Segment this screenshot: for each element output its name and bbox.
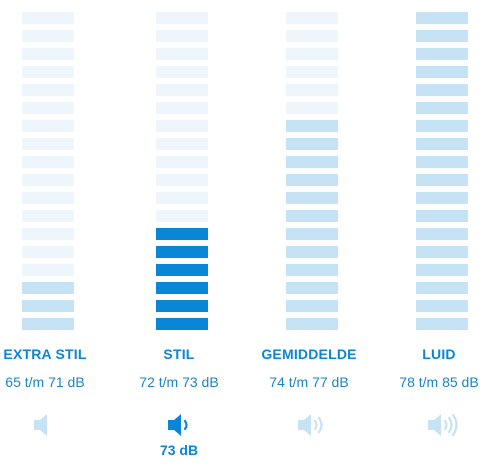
meter-bar	[156, 84, 208, 96]
meter-bar	[156, 138, 208, 150]
level-label: EXTRA STIL	[3, 346, 87, 362]
meter-bar	[286, 12, 338, 24]
meter-bar	[416, 12, 468, 24]
meter-bar	[416, 48, 468, 60]
meter-bar	[156, 12, 208, 24]
meter-bar	[156, 66, 208, 78]
meter-bar	[416, 300, 468, 312]
level-range: 74 t/m 77 dB	[269, 374, 349, 390]
meter-bar	[286, 102, 338, 114]
meter-bar	[286, 156, 338, 168]
meter-bar	[416, 192, 468, 204]
meter-bar	[156, 210, 208, 222]
level-meter	[156, 12, 208, 336]
meter-bar	[416, 318, 468, 330]
speaker-mute-icon	[30, 412, 66, 438]
meter-bar	[156, 246, 208, 258]
meter-bar	[156, 192, 208, 204]
meter-bar	[156, 228, 208, 240]
meter-bar	[22, 66, 74, 78]
meter-bar	[156, 102, 208, 114]
level-column-gemiddelde: GEMIDDELDE 74 t/m 77 dB	[244, 0, 374, 466]
meter-bar	[286, 264, 338, 276]
meter-bar	[22, 138, 74, 150]
level-column-stil: STIL 72 t/m 73 dB 73 dB	[114, 0, 244, 466]
meter-bar	[22, 300, 74, 312]
meter-bar	[22, 246, 74, 258]
meter-bar	[156, 318, 208, 330]
meter-bar	[22, 48, 74, 60]
meter-bar	[156, 156, 208, 168]
meter-bar	[286, 138, 338, 150]
meter-bar	[22, 102, 74, 114]
meter-bar	[22, 228, 74, 240]
meter-bar	[416, 246, 468, 258]
meter-bar	[286, 228, 338, 240]
meter-bar	[22, 264, 74, 276]
meter-bar	[22, 12, 74, 24]
meter-bar	[286, 66, 338, 78]
meter-bar	[416, 264, 468, 276]
level-meter	[22, 12, 74, 336]
meter-bar	[286, 210, 338, 222]
meter-bar	[156, 120, 208, 132]
meter-bar	[156, 30, 208, 42]
meter-bar	[416, 174, 468, 186]
meter-bar	[22, 174, 74, 186]
meter-bar	[416, 102, 468, 114]
meter-bar	[156, 282, 208, 294]
level-label: GEMIDDELDE	[261, 346, 357, 362]
meter-bar	[286, 282, 338, 294]
meter-bar	[156, 174, 208, 186]
meter-bar	[22, 318, 74, 330]
level-range: 78 t/m 85 dB	[399, 374, 479, 390]
meter-bar	[22, 156, 74, 168]
meter-bar	[416, 228, 468, 240]
meter-bar	[416, 66, 468, 78]
meter-bar	[22, 84, 74, 96]
meter-bar	[416, 210, 468, 222]
level-range: 65 t/m 71 dB	[5, 374, 85, 390]
meter-bar	[156, 300, 208, 312]
meter-bar	[416, 84, 468, 96]
level-column-luid: LUID 78 t/m 85 dB	[374, 0, 500, 466]
current-level-value: 73 dB	[159, 442, 199, 458]
meter-bar	[22, 120, 74, 132]
level-range: 72 t/m 73 dB	[139, 374, 219, 390]
level-label: LUID	[422, 346, 456, 362]
level-meter	[286, 12, 338, 336]
level-meter	[416, 12, 468, 336]
meter-bar	[156, 48, 208, 60]
meter-bar	[22, 192, 74, 204]
meter-bar	[22, 30, 74, 42]
meter-bar	[416, 30, 468, 42]
meter-bar	[22, 210, 74, 222]
meter-bar	[156, 264, 208, 276]
meter-bar	[286, 300, 338, 312]
meter-bar	[286, 246, 338, 258]
meter-bar	[416, 120, 468, 132]
meter-bar	[286, 120, 338, 132]
meter-bar	[286, 30, 338, 42]
speaker-high-icon	[424, 412, 460, 438]
speaker-medium-icon	[294, 412, 330, 438]
meter-bar	[286, 84, 338, 96]
meter-bar	[286, 48, 338, 60]
speaker-low-icon	[164, 412, 200, 438]
level-column-extra-stil: EXTRA STIL 65 t/m 71 dB	[0, 0, 110, 466]
meter-bar	[416, 156, 468, 168]
meter-bar	[286, 174, 338, 186]
meter-bar	[416, 138, 468, 150]
meter-bar	[22, 282, 74, 294]
level-label: STIL	[163, 346, 195, 362]
meter-bar	[416, 282, 468, 294]
meter-bar	[286, 318, 338, 330]
meter-bar	[286, 192, 338, 204]
